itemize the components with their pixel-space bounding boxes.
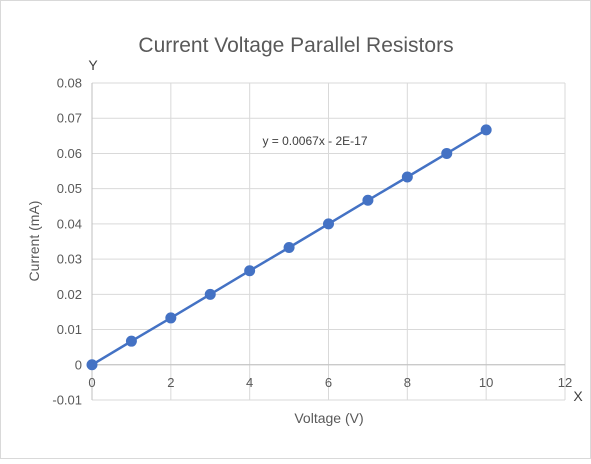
chart-title: Current Voltage Parallel Resistors — [138, 34, 453, 57]
data-point — [125, 335, 137, 347]
data-point — [204, 288, 216, 300]
data-point — [362, 194, 374, 206]
y-tick-label: -0.01 — [52, 393, 82, 408]
data-point — [480, 124, 492, 136]
y-tick-label: 0.02 — [57, 287, 82, 302]
x-tick-label: 10 — [479, 375, 493, 390]
data-point — [441, 147, 453, 159]
x-tick-label: 6 — [325, 375, 332, 390]
y-tick-label: 0.07 — [57, 111, 82, 126]
data-point — [165, 312, 177, 324]
trendline-equation: y = 0.0067x - 2E-17 — [262, 134, 367, 148]
y-tick-label: 0 — [75, 357, 82, 372]
y-tick-label: 0.03 — [57, 252, 82, 267]
x-tick-label: 2 — [167, 375, 174, 390]
axes: 0 2 4 6 8 10 12 -0.01 0 0.01 0.02 0.03 0.04 0.05 0.06 0… — [52, 76, 572, 408]
x-tick-label: 0 — [88, 375, 95, 390]
y-tick-label: 0.06 — [57, 146, 82, 161]
y-tick-label: 0.04 — [57, 216, 82, 231]
data-point — [283, 241, 295, 253]
x-tick-label: 12 — [558, 375, 572, 390]
data-point — [86, 359, 98, 371]
x-tick-label: 8 — [404, 375, 411, 390]
data-point — [323, 218, 334, 230]
y-tick-label: 0.05 — [57, 181, 82, 196]
y-tick-label: 0.08 — [57, 76, 82, 91]
data-point — [401, 171, 413, 183]
y-axis-label: Current (mA) — [26, 201, 42, 282]
x-axis-marker: X — [573, 388, 583, 404]
y-tick-label: 0.01 — [57, 322, 82, 337]
data-points — [86, 124, 492, 371]
x-axis-label: Voltage (V) — [294, 410, 363, 426]
x-tick-label: 4 — [246, 375, 253, 390]
y-axis-marker: Y — [88, 57, 98, 73]
chart-text: Current Voltage Parallel Resistors Y X V… — [26, 34, 583, 426]
data-point — [244, 265, 256, 277]
